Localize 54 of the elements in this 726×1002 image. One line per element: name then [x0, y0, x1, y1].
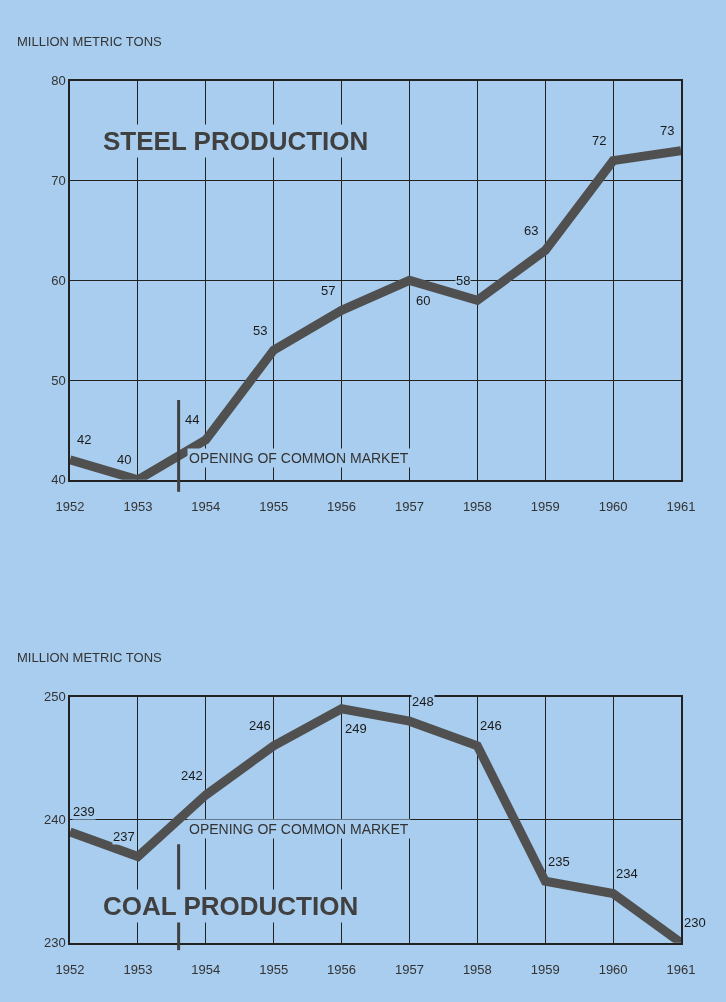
y-tick-label: 50 [51, 372, 66, 388]
data-label: 249 [345, 721, 367, 736]
text: STEEL PRODUCTION [103, 126, 369, 156]
data-label: 237 [113, 829, 135, 844]
data-label: 242 [181, 768, 203, 783]
ref-line-label: OPENING OF COMMON MARKET [189, 821, 409, 837]
x-tick-label: 1960 [598, 962, 628, 978]
data-label: 235 [548, 854, 570, 869]
text: COAL PRODUCTION [103, 891, 359, 921]
x-tick-label: 1954 [191, 499, 221, 515]
data-label: 58 [456, 273, 471, 288]
x-tick-label: 1958 [462, 499, 492, 515]
data-label: 72 [592, 133, 607, 148]
data-label: 63 [524, 223, 539, 238]
x-tick-label: 1957 [394, 499, 424, 515]
x-tick-label: 1957 [394, 962, 424, 978]
data-label: 239 [73, 804, 95, 819]
x-tick-label: 1961 [666, 962, 696, 978]
x-tick-label: 1952 [55, 962, 85, 978]
data-label: 246 [480, 718, 502, 733]
data-label: 60 [416, 293, 431, 308]
x-tick-label: 1959 [530, 962, 560, 978]
x-tick-label: 1956 [327, 962, 357, 978]
data-label: 42 [77, 432, 92, 447]
y-axis-title: MILLION METRIC TONS [17, 34, 163, 49]
y-tick-label: 60 [51, 272, 66, 288]
x-tick-label: 1955 [259, 962, 289, 978]
y-tick-label: 40 [51, 472, 66, 488]
x-tick-label: 1959 [530, 499, 560, 515]
y-tick-label: 250 [43, 689, 66, 705]
x-tick-label: 1954 [191, 962, 221, 978]
y-tick-label: 70 [51, 173, 66, 189]
data-label: 248 [412, 694, 434, 709]
y-axis-title: MILLION METRIC TONS [17, 650, 163, 665]
data-label: 44 [185, 412, 200, 427]
x-tick-label: 1952 [55, 499, 85, 515]
data-label: 230 [684, 915, 706, 930]
data-label: 246 [249, 718, 271, 733]
y-tick-label: 80 [51, 73, 66, 89]
x-tick-label: 1961 [666, 499, 696, 515]
data-label: 234 [616, 866, 638, 881]
data-label: 57 [321, 283, 336, 298]
data-label: 53 [253, 323, 268, 338]
data-label: 73 [660, 123, 675, 138]
y-tick-label: 230 [43, 935, 66, 951]
ref-line-label: OPENING OF COMMON MARKET [189, 450, 409, 466]
x-tick-label: 1956 [327, 499, 357, 515]
y-tick-label: 240 [43, 812, 66, 828]
x-tick-label: 1953 [123, 962, 153, 978]
x-tick-label: 1958 [462, 962, 492, 978]
data-label: 40 [117, 452, 132, 467]
x-tick-label: 1960 [598, 499, 628, 515]
x-tick-label: 1955 [259, 499, 289, 515]
x-tick-label: 1953 [123, 499, 153, 515]
